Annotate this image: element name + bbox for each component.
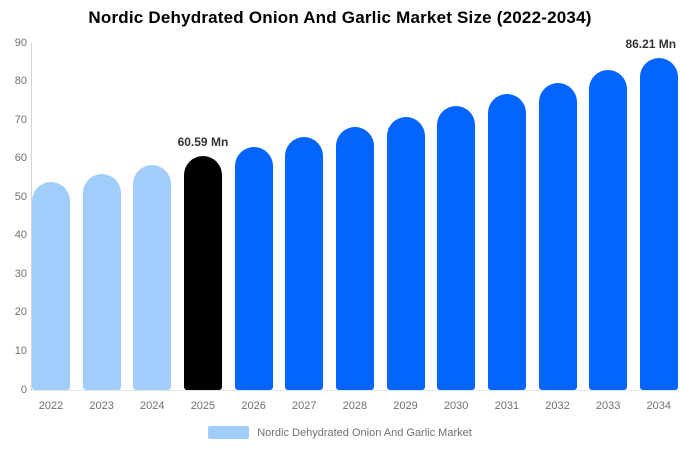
bar-2028[interactable] <box>335 127 374 390</box>
x-axis-label-2031: 2031 <box>494 400 520 412</box>
y-axis-tick-60: 60 <box>14 152 27 165</box>
y-axis-tick-40: 40 <box>14 229 27 242</box>
x-axis-label-2022: 2022 <box>38 400 64 412</box>
x-axis-label-2033: 2033 <box>595 400 621 412</box>
bar-2032[interactable] <box>538 82 577 390</box>
legend-swatch <box>208 426 250 439</box>
bar-2023[interactable] <box>82 174 121 390</box>
y-axis-tick-70: 70 <box>14 113 27 126</box>
bar-2033[interactable] <box>589 70 628 390</box>
bar-2029[interactable] <box>386 116 425 390</box>
x-axis-label-2025: 2025 <box>190 400 216 412</box>
x-axis-label-2028: 2028 <box>342 400 368 412</box>
legend-item-market[interactable]: Nordic Dehydrated Onion And Garlic Marke… <box>208 426 472 439</box>
y-axis-tick-50: 50 <box>14 190 27 203</box>
chart-title: Nordic Dehydrated Onion And Garlic Marke… <box>88 8 592 27</box>
bar-2030[interactable] <box>437 105 476 390</box>
y-axis-tick-20: 20 <box>14 306 27 319</box>
y-axis-tick-30: 30 <box>14 267 27 280</box>
bar-2031[interactable] <box>487 94 526 390</box>
legend: Nordic Dehydrated Onion And Garlic Marke… <box>0 426 680 439</box>
bar-2022[interactable] <box>32 182 70 390</box>
y-axis-tick-10: 10 <box>14 344 27 357</box>
x-axis-label-2034: 2034 <box>646 400 672 412</box>
x-axis-label-2030: 2030 <box>443 400 469 412</box>
x-axis-label-2026: 2026 <box>241 400 266 412</box>
y-axis-tick-80: 80 <box>14 75 27 88</box>
x-axis-label-2029: 2029 <box>393 400 418 412</box>
legend-label: Nordic Dehydrated Onion And Garlic Marke… <box>257 426 472 439</box>
x-axis-label-2024: 2024 <box>140 400 165 412</box>
x-axis-label-2027: 2027 <box>292 400 317 412</box>
data-label-2025: 60.59 Mn <box>177 135 229 150</box>
bar-2034[interactable] <box>639 57 678 390</box>
y-axis-tick-90: 90 <box>14 36 27 49</box>
bar-2025[interactable] <box>183 156 222 390</box>
y-axis-tick-0: 0 <box>20 383 27 396</box>
x-axis-label-2023: 2023 <box>89 400 114 412</box>
x-axis-label-2032: 2032 <box>545 400 570 412</box>
bar-2026[interactable] <box>234 147 273 390</box>
plot-area: 2022 2023 2024 2025 2026 2027 2028 2029 2030 2031… <box>31 37 679 412</box>
data-label-2034: 86.21 Mn <box>625 36 677 51</box>
bar-2027[interactable] <box>285 137 324 390</box>
bar-2024[interactable] <box>133 165 172 390</box>
